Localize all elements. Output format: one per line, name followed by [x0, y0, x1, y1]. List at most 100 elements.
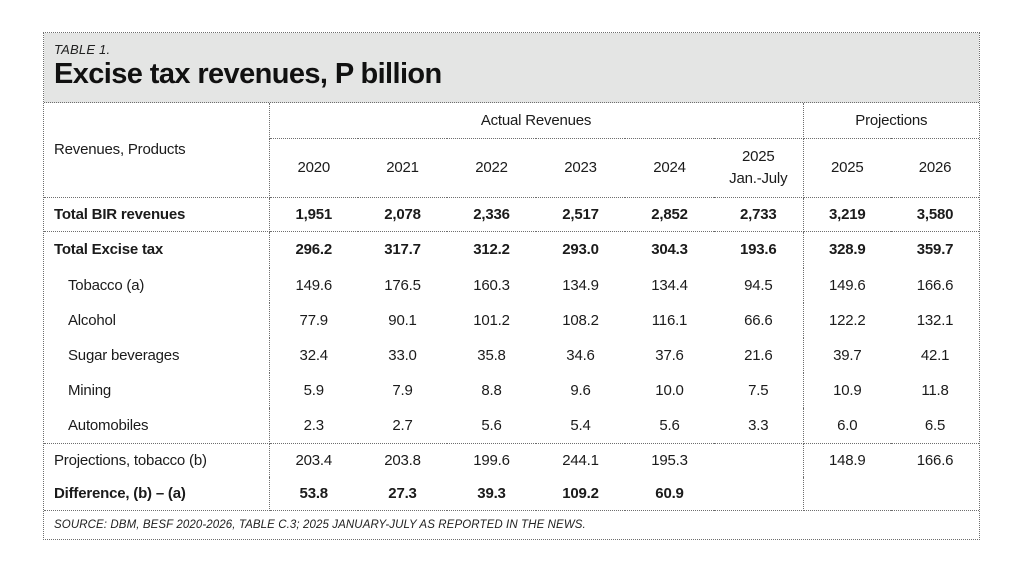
value-cell: 11.8 — [921, 382, 949, 399]
year-label: 2025 — [830, 158, 864, 176]
value-cell: 108.2 — [562, 312, 599, 329]
value-cell: 160.3 — [473, 277, 510, 294]
year-header-2024: 2024 — [625, 138, 714, 198]
row-label: Automobiles — [44, 408, 270, 444]
value-cell: 5.9 — [303, 382, 324, 399]
value-cell: 3.3 — [714, 408, 804, 444]
table-row-automobiles: Automobiles 2.3 2.7 5.6 5.4 5.6 3.3 6.0 … — [44, 408, 980, 444]
year-header-2025-jan-july: 2025 Jan.-July — [714, 138, 804, 198]
value-cell: 199.6 — [473, 451, 510, 469]
value-cell: 90.1 — [388, 312, 417, 329]
value-cell: 6.5 — [891, 408, 980, 444]
value-cell: 10.9 — [833, 382, 862, 399]
value-cell: 359.7 — [916, 241, 954, 259]
table-row-alcohol: Alcohol 77.9 90.1 101.2 108.2 116.1 66.6… — [44, 303, 979, 338]
table-card: TABLE 1. Excise tax revenues, P billion … — [43, 32, 980, 540]
value-cell: 176.5 — [384, 277, 421, 294]
value-cell: 2,336 — [447, 197, 536, 232]
header-group-row: Revenues, Products Actual Revenues Proje… — [44, 103, 980, 198]
value-cell: 296.2 — [295, 241, 333, 259]
value-cell: 94.5 — [714, 268, 804, 303]
value-cell: 37.6 — [655, 347, 684, 364]
table-row-projections-tobacco: Projections, tobacco (b) 203.4 203.8 199… — [44, 443, 979, 477]
value-cell: 203.4 — [295, 451, 333, 469]
col-group-projections: Projections — [803, 103, 980, 139]
value-cell: 77.9 — [299, 312, 329, 329]
year-label: 2022 — [475, 158, 508, 176]
value-cell: 60.9 — [625, 477, 714, 511]
value-cell: 149.6 — [829, 277, 866, 294]
value-cell: 203.8 — [384, 451, 421, 469]
value-cell: 42.1 — [920, 347, 950, 364]
value-cell: 2,733 — [714, 197, 804, 232]
col-group-actual-revenues: Actual Revenues — [269, 103, 804, 139]
year-label: 2026 — [918, 158, 952, 176]
data-table: Revenues, Products Actual Revenues Proje… — [44, 103, 980, 511]
row-label: Projections, tobacco (b) — [44, 443, 270, 477]
value-cell: 5.6 — [625, 408, 714, 444]
row-label: Alcohol — [44, 303, 270, 338]
year-header-2021: 2021 — [358, 138, 447, 198]
table-row-difference: Difference, (b) – (a) 53.8 27.3 39.3 109… — [44, 477, 980, 511]
value-cell: 34.6 — [566, 347, 595, 364]
value-cell: 2.7 — [358, 408, 447, 444]
year-label: 2024 — [653, 158, 686, 176]
value-cell: 39.7 — [833, 347, 862, 364]
table-row-total-excise-tax: Total Excise tax 296.2 317.7 312.2 293.0… — [44, 231, 979, 268]
value-cell: 21.6 — [714, 338, 804, 373]
year-header-row: 2020 2021 2022 2023 2024 2025 Jan.-July 2… — [44, 138, 980, 198]
source-note: SOURCE: DBM, BESF 2020-2026, TABLE C.3; … — [54, 519, 586, 531]
value-cell: 134.4 — [651, 277, 688, 294]
table-label: TABLE 1. — [54, 42, 111, 57]
value-cell: 101.2 — [473, 312, 510, 329]
value-cell: 2.3 — [269, 408, 358, 444]
row-label: Total BIR revenues — [44, 197, 270, 232]
value-cell: 2,517 — [536, 197, 625, 232]
table-title: Excise tax revenues, P billion — [54, 58, 442, 90]
year-header-2022: 2022 — [447, 138, 536, 198]
value-cell: 7.5 — [714, 373, 804, 408]
value-cell: 35.8 — [477, 347, 506, 364]
table-row-tobacco: Tobacco (a) 149.6 176.5 160.3 134.9 134.… — [44, 268, 979, 303]
value-cell: 293.0 — [562, 241, 599, 259]
title-band: TABLE 1. Excise tax revenues, P billion — [44, 33, 979, 103]
value-cell — [714, 477, 804, 511]
row-label: Difference, (b) – (a) — [44, 477, 270, 511]
table-row-total-bir-revenues: Total BIR revenues 1,951 2,078 2,336 2,5… — [44, 197, 980, 232]
value-cell: 328.9 — [829, 241, 866, 259]
value-cell: 3,580 — [891, 197, 980, 232]
value-cell: 312.2 — [473, 241, 510, 259]
value-cell: 10.0 — [655, 382, 684, 399]
value-cell: 148.9 — [829, 451, 866, 469]
value-cell: 27.3 — [358, 477, 447, 511]
value-cell — [891, 477, 980, 511]
year-header-2025-projection: 2025 — [803, 138, 892, 198]
value-cell: 149.6 — [295, 277, 333, 294]
value-cell: 116.1 — [651, 312, 688, 329]
row-label: Mining — [44, 373, 270, 408]
year-label: 2021 — [386, 158, 419, 176]
value-cell: 3,219 — [803, 197, 892, 232]
year-label: 2020 — [297, 158, 331, 176]
value-cell: 7.9 — [392, 382, 413, 399]
year-header-2026-projection: 2026 — [891, 138, 980, 198]
year-header-2020: 2020 — [269, 138, 358, 198]
value-cell: 39.3 — [447, 477, 536, 511]
value-cell: 304.3 — [651, 241, 688, 259]
value-cell: 1,951 — [269, 197, 358, 232]
row-label: Tobacco (a) — [44, 268, 270, 303]
col-header-revenues-products: Revenues, Products — [44, 103, 270, 198]
value-cell: 2,078 — [358, 197, 447, 232]
year-label: 2025 — [741, 147, 775, 165]
value-cell: 134.9 — [562, 277, 599, 294]
value-cell: 66.6 — [714, 303, 804, 338]
table-row-sugar-beverages: Sugar beverages 32.4 33.0 35.8 34.6 37.6… — [44, 338, 979, 373]
row-label: Sugar beverages — [44, 338, 270, 373]
value-cell: 132.1 — [916, 312, 954, 329]
value-cell: 53.8 — [269, 477, 358, 511]
year-label: 2023 — [564, 158, 597, 176]
value-cell: 195.3 — [651, 451, 688, 469]
value-cell: 109.2 — [536, 477, 625, 511]
value-cell: 8.8 — [481, 382, 502, 399]
value-cell: 122.2 — [829, 312, 866, 329]
